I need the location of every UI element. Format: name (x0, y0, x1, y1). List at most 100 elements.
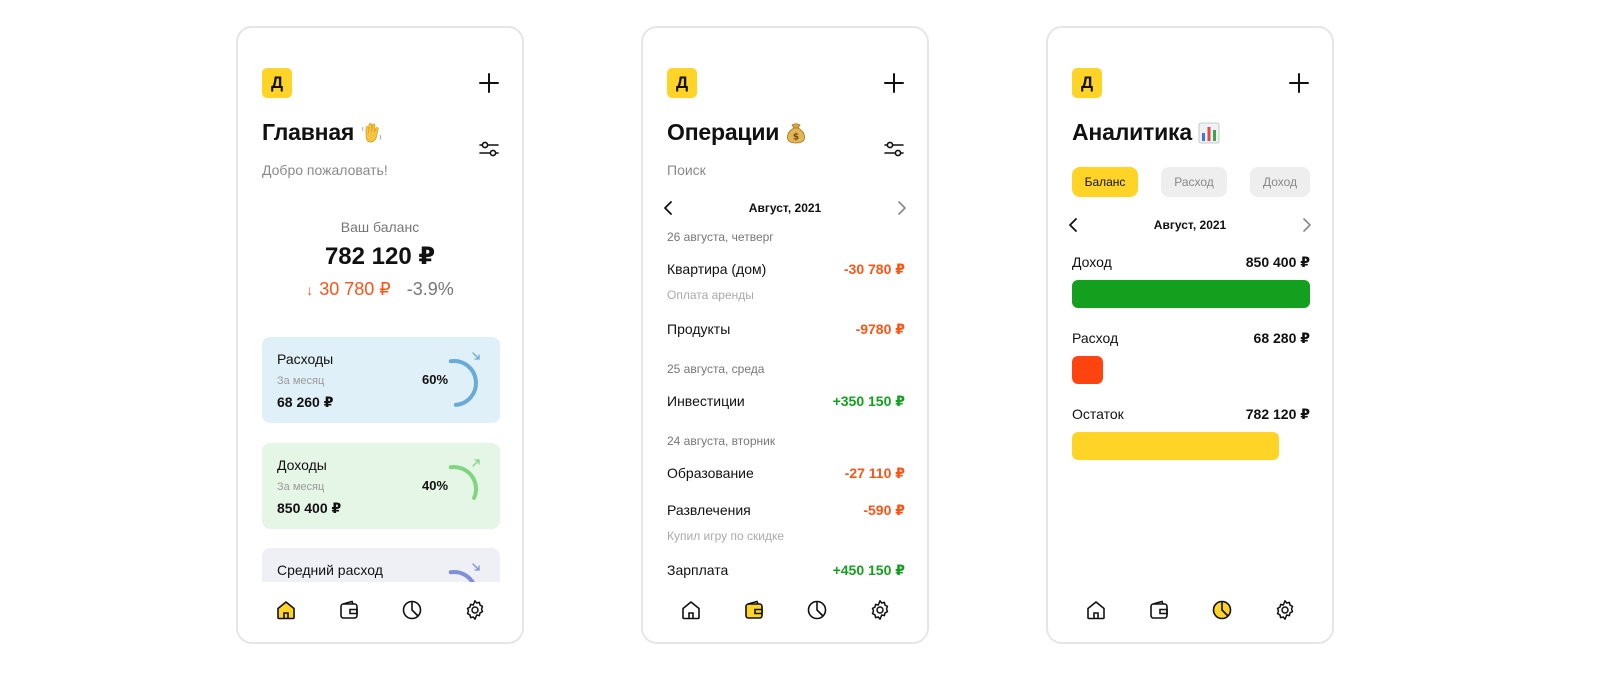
bar-value: 850 400 ₽ (1245, 254, 1310, 270)
balance-label: Ваш баланс (340, 219, 420, 235)
app-logo: Д (667, 68, 697, 98)
search-field[interactable]: Поиск (667, 162, 706, 178)
prev-month-button[interactable] (1062, 214, 1084, 236)
next-month-button[interactable] (1296, 214, 1318, 236)
wallet-icon[interactable] (337, 598, 361, 622)
chevron-left-icon (1069, 218, 1077, 232)
day-header: 24 августа, вторник (667, 434, 776, 448)
day-header: 26 августа, четверг (667, 230, 774, 244)
progress-ring (448, 459, 480, 500)
app-logo: Д (1072, 68, 1102, 98)
pie-chart-icon[interactable] (805, 598, 829, 622)
progress-ring (448, 352, 480, 407)
operation-note: Оплата аренды (667, 288, 754, 302)
add-button[interactable] (478, 72, 500, 94)
pie-chart-icon[interactable] (400, 598, 424, 622)
operation-title: Квартира (дом) (667, 261, 767, 277)
card-value: 850 400 ₽ (277, 500, 342, 516)
tab-bar (643, 582, 927, 642)
gear-icon[interactable] (1273, 598, 1297, 622)
balance-change: ↓ 30 780 ₽ -3.9% (238, 279, 522, 300)
operations-screen: Д Операции $ Поиск Август, 2021 26 авгус… (641, 26, 929, 644)
day-header: 25 августа, среда (667, 362, 765, 376)
operation-item[interactable]: Продукты -9780 ₽ (667, 321, 905, 337)
gear-icon[interactable] (463, 598, 487, 622)
trend-arrow-up-icon (472, 459, 480, 467)
pie-chart-icon[interactable] (1210, 598, 1234, 622)
month-label: Август, 2021 (748, 201, 822, 215)
trend-arrow-down-icon (472, 352, 480, 360)
filter-icon[interactable] (883, 139, 905, 159)
prev-month-button[interactable] (657, 197, 679, 219)
next-month-button[interactable] (891, 197, 913, 219)
expense-bar-row: Расход 68 280 ₽ (1072, 330, 1310, 384)
operation-item[interactable]: Образование -27 110 ₽ (667, 465, 905, 481)
operation-item[interactable]: Квартира (дом) -30 780 ₽ Оплата аренды (667, 261, 905, 302)
income-bar (1072, 280, 1310, 308)
bar-value: 782 120 ₽ (1245, 406, 1310, 422)
month-label: Август, 2021 (1153, 218, 1227, 232)
page-title-row: Главная (262, 119, 384, 146)
home-icon[interactable] (1084, 598, 1108, 622)
balance-change-value: ↓ 30 780 ₽ (306, 279, 391, 300)
wallet-icon[interactable] (1147, 598, 1171, 622)
operation-item[interactable]: Инвестиции +350 150 ₽ (667, 393, 905, 409)
waving-hand-emoji (360, 121, 384, 145)
segment-income[interactable]: Доход (1250, 167, 1310, 197)
wallet-icon[interactable] (742, 598, 766, 622)
chevron-right-icon (898, 201, 906, 215)
filter-icon[interactable] (478, 139, 500, 159)
operation-title: Образование (667, 465, 754, 481)
svg-text:$: $ (793, 132, 799, 142)
app-logo: Д (262, 68, 292, 98)
card-title: Доходы (277, 457, 327, 473)
operation-title: Развлечения (667, 502, 751, 518)
operation-amount: +450 150 ₽ (832, 562, 905, 578)
home-icon[interactable] (274, 598, 298, 622)
month-navigator: Август, 2021 (657, 196, 913, 220)
chevron-right-icon (1303, 218, 1311, 232)
trend-arrow-down-icon (472, 563, 480, 571)
segment-expense[interactable]: Расход (1161, 167, 1227, 197)
bar-label: Расход (1072, 330, 1119, 346)
remainder-bar (1072, 432, 1280, 460)
page-title-row: Аналитика (1072, 119, 1220, 146)
page-title: Аналитика (1072, 119, 1192, 145)
money-bag-emoji: $ (785, 121, 807, 145)
bar-label: Остаток (1072, 406, 1124, 422)
operation-amount: -9780 ₽ (855, 321, 905, 337)
page-title: Главная (262, 119, 355, 145)
card-percent: 60% (422, 372, 449, 387)
arrow-down-icon: ↓ (306, 282, 314, 298)
card-period: За месяц (277, 375, 325, 387)
home-icon[interactable] (679, 598, 703, 622)
income-bar-row: Доход 850 400 ₽ (1072, 254, 1310, 308)
page-title-row: Операции $ (667, 119, 807, 146)
segment-balance[interactable]: Баланс (1072, 167, 1138, 197)
page-title: Операции (667, 119, 780, 145)
income-card[interactable]: Доходы За месяц 850 400 ₽ 40% (262, 443, 500, 529)
month-navigator: Август, 2021 (1062, 213, 1318, 237)
home-screen: Д Главная Добро пожаловать! Ваш баланс 7… (236, 26, 524, 644)
operation-amount: -30 780 ₽ (843, 261, 905, 277)
bar-label: Доход (1072, 254, 1112, 270)
change-percent: -3.9% (406, 279, 454, 299)
expenses-card[interactable]: Расходы За месяц 68 260 ₽ 60% (262, 337, 500, 423)
bar-chart-emoji (1198, 122, 1220, 144)
operation-amount: -27 110 ₽ (844, 465, 905, 481)
card-value: 68 260 ₽ (277, 394, 334, 410)
operation-item[interactable]: Развлечения -590 ₽ Купил игру по скидке (667, 502, 905, 543)
chevron-left-icon (664, 201, 672, 215)
add-button[interactable] (1288, 72, 1310, 94)
card-title: Средний расход (277, 562, 383, 578)
operation-amount: -590 ₽ (863, 502, 905, 518)
balance-amount: 782 120 ₽ (324, 243, 436, 270)
card-percent: 40% (422, 478, 449, 493)
card-period: За месяц (277, 481, 325, 493)
operation-item[interactable]: Зарплата +450 150 ₽ (667, 562, 905, 578)
operation-amount: +350 150 ₽ (832, 393, 905, 409)
tab-bar (1048, 582, 1332, 642)
gear-icon[interactable] (868, 598, 892, 622)
bar-value: 68 280 ₽ (1253, 330, 1310, 346)
add-button[interactable] (883, 72, 905, 94)
